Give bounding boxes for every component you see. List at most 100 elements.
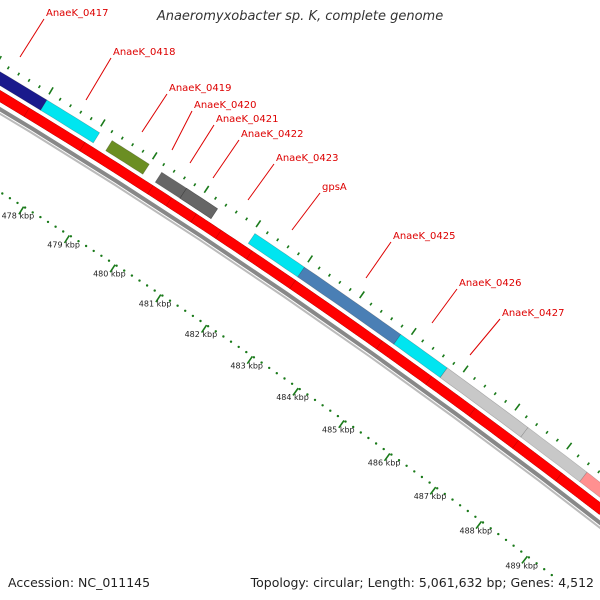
kbp-scale-dot	[458, 504, 462, 507]
outer-tick-mark	[245, 217, 249, 221]
outer-tick-mark	[317, 266, 321, 270]
kbp-scale-dot	[527, 556, 531, 559]
outer-tick-mark	[431, 346, 435, 351]
outer-tick-mark	[234, 210, 238, 214]
kbp-tick-mark	[63, 234, 70, 244]
outer-tick-mark	[472, 376, 477, 381]
outer-tick-mark	[286, 245, 290, 249]
kbp-tick-mark	[521, 555, 529, 564]
kbp-tick-mark	[246, 355, 254, 365]
gene-label: AnaeK_0426	[459, 278, 521, 289]
kbp-scale-dot	[535, 562, 538, 565]
gene-features-layer	[0, 71, 600, 498]
kbp-scale-dot	[321, 404, 324, 407]
kbp-scale-dot	[405, 464, 408, 467]
kbp-scale-dot	[92, 249, 95, 253]
kbp-scale-dot	[367, 436, 370, 440]
kbp-scale-dot	[397, 459, 401, 462]
kbp-scale-dot	[283, 377, 286, 380]
kbp-scale-dot	[268, 366, 271, 370]
gene-label-leader	[365, 241, 392, 279]
outer-tick-mark	[493, 392, 497, 396]
kbp-scale-dot	[39, 215, 42, 219]
kbp-scale-dot	[138, 279, 141, 282]
kbp-scale-dot	[382, 447, 385, 451]
gene-label: AnaeK_0419	[169, 83, 231, 94]
kbp-scale-dot	[46, 220, 50, 224]
kbp-scale-dot	[191, 314, 195, 318]
outer-tick-mark	[327, 273, 331, 277]
kbp-tick-label: 488 kbp	[460, 526, 493, 535]
outer-tick-mark	[151, 151, 158, 160]
outer-tick-mark	[276, 238, 280, 242]
kbp-scale-dot	[413, 470, 416, 473]
kbp-scale-dot	[54, 225, 57, 228]
kbp-scale-dot	[306, 393, 309, 396]
outer-tick-mark	[400, 324, 404, 328]
forward-feature-arrow	[555, 472, 600, 515]
outer-tick-mark	[182, 176, 186, 180]
outer-tick-mark	[27, 78, 31, 83]
kbp-scale-dot	[145, 284, 149, 287]
kbp-scale-dot	[466, 509, 469, 513]
outer-tick-mark	[69, 104, 72, 108]
outer-tick-mark	[421, 339, 425, 343]
outer-tick-mark	[379, 309, 383, 314]
kbp-tick-mark	[338, 420, 345, 429]
kbp-scale-dot	[489, 527, 492, 530]
kbp-tick-mark	[429, 486, 437, 495]
gene-feature	[297, 266, 402, 345]
outer-tick-mark	[162, 162, 166, 167]
kbp-scale-dot	[336, 414, 340, 418]
kbp-scale-dot	[313, 398, 317, 402]
kbp-tick-label: 487 kbp	[414, 492, 447, 501]
kbp-scale-dot	[474, 515, 477, 518]
gene-feature	[579, 471, 600, 498]
outer-tick-mark	[131, 142, 135, 147]
outer-tick-mark	[37, 84, 41, 89]
gene-label-leader	[19, 18, 45, 58]
gene-label: AnaeK_0417	[46, 8, 108, 19]
kbp-scale-dot	[229, 340, 233, 343]
outer-tick-mark	[307, 255, 314, 263]
outer-tick-mark	[89, 116, 93, 121]
outer-tick-mark	[576, 454, 580, 458]
kbp-scale-dot	[275, 372, 278, 375]
kbp-scale-dot	[550, 573, 553, 577]
gene-label-leader	[171, 110, 193, 151]
kbp-scale-dot	[115, 264, 118, 267]
forward-features-layer	[0, 89, 600, 515]
outer-tick-mark	[441, 354, 445, 358]
kbp-scale-dot	[298, 387, 301, 391]
outer-tick-mark	[524, 415, 528, 419]
kbp-scale-dot	[451, 498, 454, 501]
kbp-scale-dot	[352, 425, 355, 429]
kbp-scale-dot	[497, 532, 500, 536]
outer-tick-mark	[390, 317, 394, 321]
gene-label: AnaeK_0425	[393, 231, 455, 242]
outer-tick-mark	[110, 129, 114, 134]
gene-feature	[179, 187, 219, 220]
outer-tick-mark	[483, 384, 487, 388]
gene-label-leader	[212, 139, 240, 179]
kbp-scale-dot	[107, 259, 111, 262]
gene-label: AnaeK_0421	[216, 114, 278, 125]
kbp-tick-label: 489 kbp	[505, 561, 538, 570]
outer-tick-mark	[597, 470, 600, 474]
kbp-scale-dot	[1, 192, 4, 195]
gene-label: AnaeK_0420	[194, 100, 256, 111]
outer-tick-mark	[48, 86, 54, 95]
outer-tick-mark	[410, 327, 417, 336]
kbp-scale-dot	[252, 356, 256, 359]
kbp-scale-dot	[214, 330, 217, 333]
kbp-scale-dot	[222, 335, 225, 338]
outer-tick-mark	[369, 302, 373, 306]
map-title: Anaeromyxobacter sp. K, complete genome	[156, 9, 444, 24]
outer-tick-mark	[17, 72, 21, 76]
outer-tick-mark	[172, 169, 176, 173]
kbp-scale-dot	[130, 274, 134, 277]
outer-tick-mark	[0, 55, 2, 60]
kbp-scale-dot	[100, 254, 103, 257]
outer-tick-mark	[338, 280, 342, 285]
